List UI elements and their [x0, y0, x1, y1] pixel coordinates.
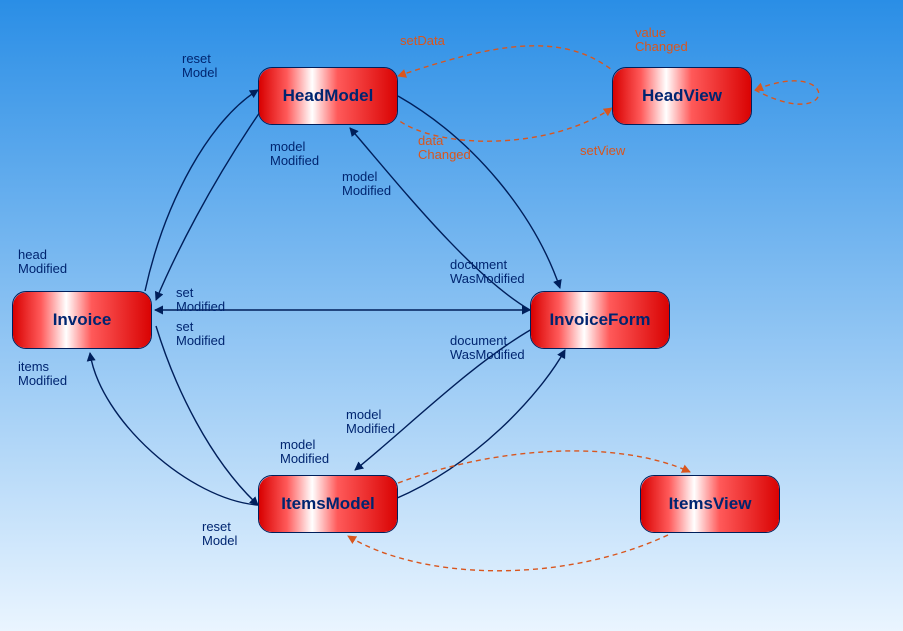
- node-label: HeadModel: [283, 86, 374, 106]
- node-label: HeadView: [642, 86, 722, 106]
- node-label: InvoiceForm: [549, 310, 650, 330]
- node-invoiceform[interactable]: InvoiceForm: [530, 291, 670, 349]
- node-label: ItemsModel: [281, 494, 375, 514]
- node-label: Invoice: [53, 310, 112, 330]
- node-itemsmodel[interactable]: ItemsModel: [258, 475, 398, 533]
- node-invoice[interactable]: Invoice: [12, 291, 152, 349]
- node-itemsview[interactable]: ItemsView: [640, 475, 780, 533]
- node-label: ItemsView: [669, 494, 752, 514]
- node-headmodel[interactable]: HeadModel: [258, 67, 398, 125]
- diagram-canvas: HeadModel HeadView Invoice InvoiceForm Items…: [0, 0, 903, 631]
- node-headview[interactable]: HeadView: [612, 67, 752, 125]
